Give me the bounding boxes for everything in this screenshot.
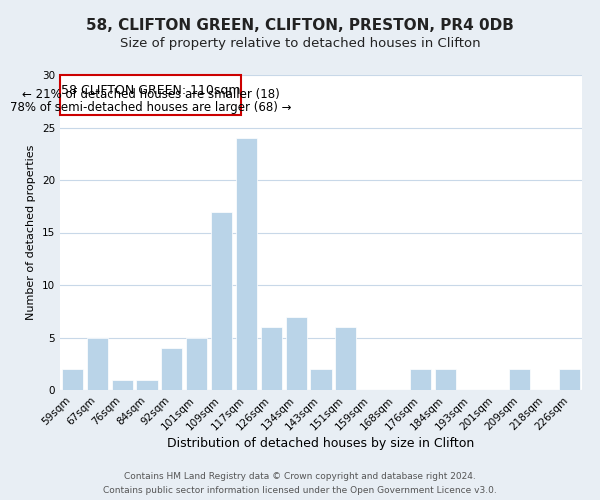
Bar xyxy=(335,327,356,390)
Bar xyxy=(261,327,282,390)
Text: 58 CLIFTON GREEN: 110sqm: 58 CLIFTON GREEN: 110sqm xyxy=(61,84,241,98)
Bar xyxy=(310,369,332,390)
Bar xyxy=(559,369,580,390)
Text: 58, CLIFTON GREEN, CLIFTON, PRESTON, PR4 0DB: 58, CLIFTON GREEN, CLIFTON, PRESTON, PR4… xyxy=(86,18,514,32)
Bar xyxy=(112,380,133,390)
Bar xyxy=(161,348,182,390)
Bar xyxy=(87,338,108,390)
Bar xyxy=(62,369,83,390)
Text: Size of property relative to detached houses in Clifton: Size of property relative to detached ho… xyxy=(119,38,481,51)
FancyBboxPatch shape xyxy=(60,75,241,115)
Bar xyxy=(286,316,307,390)
Text: Contains HM Land Registry data © Crown copyright and database right 2024.: Contains HM Land Registry data © Crown c… xyxy=(124,472,476,481)
Text: ← 21% of detached houses are smaller (18): ← 21% of detached houses are smaller (18… xyxy=(22,88,280,101)
Text: Contains public sector information licensed under the Open Government Licence v3: Contains public sector information licen… xyxy=(103,486,497,495)
X-axis label: Distribution of detached houses by size in Clifton: Distribution of detached houses by size … xyxy=(167,438,475,450)
Text: 78% of semi-detached houses are larger (68) →: 78% of semi-detached houses are larger (… xyxy=(10,101,292,114)
Bar xyxy=(236,138,257,390)
Bar xyxy=(186,338,207,390)
Bar xyxy=(435,369,456,390)
Bar xyxy=(136,380,158,390)
Bar xyxy=(509,369,530,390)
Bar xyxy=(211,212,232,390)
Y-axis label: Number of detached properties: Number of detached properties xyxy=(26,145,37,320)
Bar xyxy=(410,369,431,390)
